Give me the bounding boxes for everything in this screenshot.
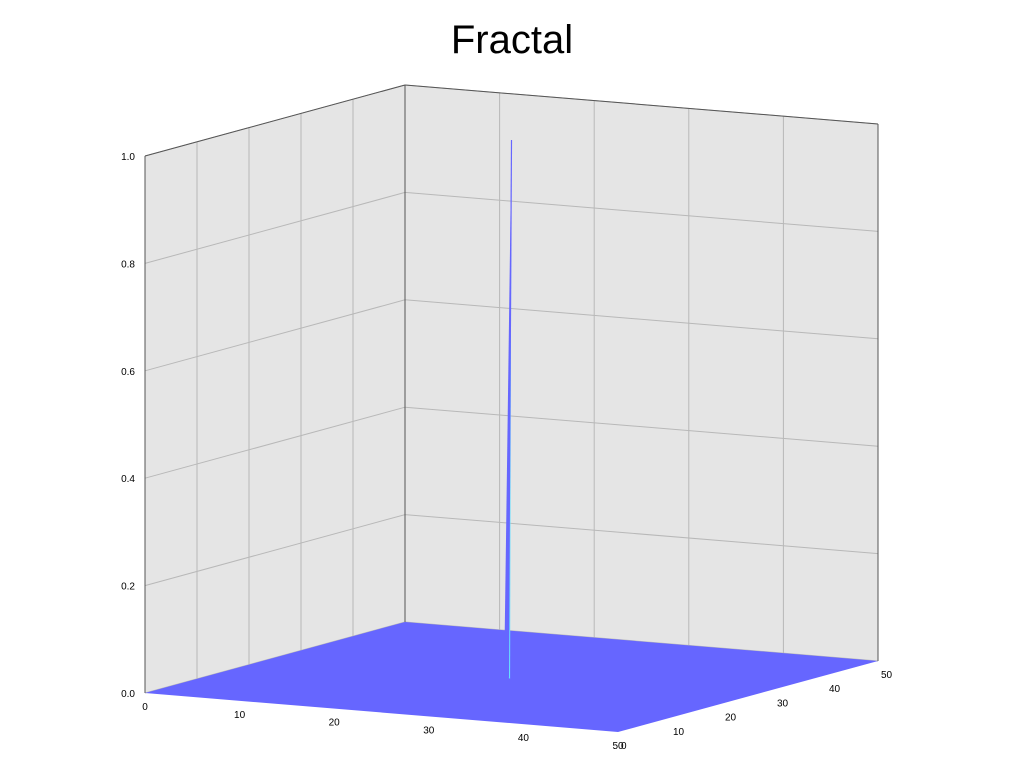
axis-edge (144, 84, 406, 157)
x-tick-label: 20 (329, 718, 341, 729)
x-tick-label: 10 (234, 710, 246, 721)
y-tick-label: 0 (621, 741, 627, 752)
y-tick-label: 50 (881, 670, 893, 681)
left-wall (145, 85, 405, 693)
peak-face-left (504, 140, 512, 678)
x-tick-label: 30 (423, 725, 435, 736)
axis-edge (404, 84, 879, 125)
z-tick-label: 0.4 (121, 474, 135, 485)
y-tick-label: 20 (725, 713, 737, 724)
y-tick-label: 30 (777, 698, 789, 709)
z-tick-label: 0.2 (121, 582, 135, 593)
x-tick-label: 50 (612, 741, 624, 752)
z-tick-label: 0.8 (121, 259, 135, 270)
x-tick-label: 40 (518, 733, 530, 744)
z-tick-label: 1.0 (121, 152, 135, 163)
back-wall (405, 85, 878, 661)
chart-title: Fractal (450, 18, 574, 62)
x-tick-label: 0 (142, 702, 148, 713)
z-tick-label: 0.6 (121, 367, 135, 378)
surface-floor (145, 622, 878, 732)
y-tick-label: 10 (673, 727, 685, 738)
y-tick-label: 40 (829, 684, 841, 695)
z-tick-label: 0.0 (121, 689, 135, 700)
peak-ridge (507, 139, 513, 678)
